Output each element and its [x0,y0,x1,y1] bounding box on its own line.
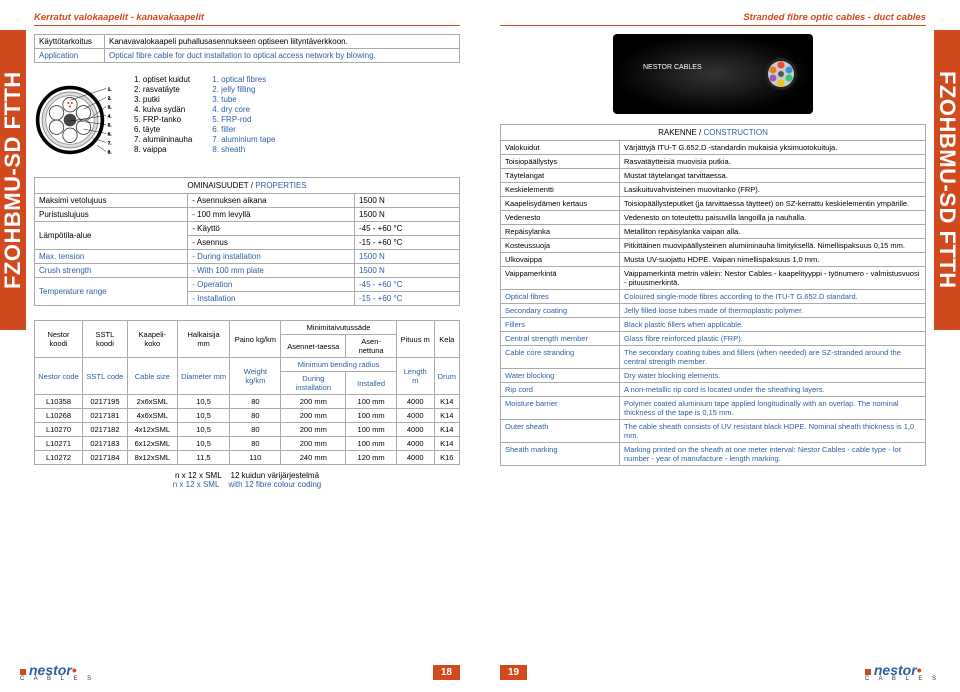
table-row: L1026802171814x6xSML10,580200 mm100 mm40… [35,409,460,423]
table-row: L1035802171952x6xSML10,580200 mm100 mm40… [35,395,460,409]
cable-photo: NESTOR CABLES [613,34,813,114]
table-row: Outer sheathThe cable sheath consists of… [501,420,926,443]
table-row: Secondary coatingJelly filled loose tube… [501,304,926,318]
table-row: L1027202171848x12xSML11,5110240 mm120 mm… [35,451,460,465]
header-left: Kerratut valokaapelit - kanavakaapelit [34,12,460,23]
table-row: Cable core strandingThe secondary coatin… [501,346,926,369]
construction-table: ValokuidutVärjättyjä ITU-T G.652.D -stan… [500,140,926,466]
table-row: KosteussuojaPitkittäinen muovipäällystei… [501,239,926,253]
table-row: ValokuidutVärjättyjä ITU-T G.652.D -stan… [501,141,926,155]
photo-text: NESTOR CABLES [643,64,702,71]
app-en-text: Optical fibre cable for duct installatio… [105,49,460,63]
legend-en: 1. optical fibres 2. jelly filling 3. tu… [212,75,275,154]
application-table: Käyttötarkoitus Kanavavalokaapeli puhall… [34,34,460,63]
left-page: FZOHBMU-SD FTTH Kerratut valokaapelit - … [0,0,480,692]
table-row: Central strength memberGlass fibre reinf… [501,332,926,346]
side-tab-left: FZOHBMU-SD FTTH [0,30,26,330]
divider [34,25,460,26]
svg-text:3.: 3. [108,104,112,109]
svg-text:8.: 8. [108,149,112,154]
table-row: L1027002171824x12xSML10,580200 mm100 mm4… [35,423,460,437]
svg-text:2.: 2. [108,95,112,100]
table-row: Optical fibresColoured single-mode fibre… [501,290,926,304]
table-row: Kaapelisydämen kertausToisiopäällysteput… [501,197,926,211]
table-row: Sheath markingMarking printed on the she… [501,443,926,466]
table-row: FillersBlack plastic fillers when applic… [501,318,926,332]
app-fi-text: Kanavavalokaapeli puhallusasennukseen op… [105,35,460,49]
legend-fi: 1. optiset kuidut 2. rasvatäyte 3. putki… [134,75,192,154]
divider [500,25,926,26]
footer-right: nestor• C A B L E S 19 [500,662,940,682]
table-row: UlkovaippaMusta UV-suojattu HDPE. Vaipan… [501,253,926,267]
page-num-right: 19 [500,665,527,680]
app-en-label: Application [35,49,105,63]
footnote: n x 12 x SML 12 kuidun värijärjestelmä n… [34,471,460,489]
construction-title: RAKENNE / CONSTRUCTION [500,124,926,140]
logo: nestor• C A B L E S [865,662,940,682]
cable-diagram: 1. 2. 3. 4. 5. 6. 7. 8. [34,75,124,165]
logo: nestor• C A B L E S [20,662,95,682]
table-row: RepäisylankaMetalliton repäisylanka vaip… [501,225,926,239]
app-fi-label: Käyttötarkoitus [35,35,105,49]
properties-table: Maksimi vetolujuus- Asennuksen aikana150… [34,193,460,306]
legend: 1. optiset kuidut 2. rasvatäyte 3. putki… [134,75,275,165]
table-row: Moisture barrierPolymer coated aluminium… [501,397,926,420]
footer-left: nestor• C A B L E S 18 [20,662,460,682]
side-tab-right: FZOHBMU-SD FTTH [934,30,960,330]
svg-text:1.: 1. [108,86,112,91]
table-row: Water blockingDry water blocking element… [501,369,926,383]
header-right: Stranded fibre optic cables - duct cable… [500,12,926,23]
right-page: FZOHBMU-SD FTTH Stranded fibre optic cab… [480,0,960,692]
table-row: VaippamerkintäVaippamerkintä metrin väle… [501,267,926,290]
table-row: VedenestoVedenesto on toteutettu paisuvi… [501,211,926,225]
table-row: TäytelangatMustat täytelangat tarvittaes… [501,169,926,183]
page-num-left: 18 [433,665,460,680]
diagram-row: 1. 2. 3. 4. 5. 6. 7. 8. 1. optiset kuidu… [34,75,460,165]
table-row: ToisiopäällystysRasvatäytteisiä muovisia… [501,155,926,169]
svg-text:7.: 7. [108,140,112,145]
table-row: L1027102171836x12xSML10,580200 mm100 mm4… [35,437,460,451]
product-table: Nestor koodi SSTL koodi Kaapeli-koko Hal… [34,320,460,465]
svg-text:4.: 4. [108,113,112,118]
properties-title: OMINAISUUDET / PROPERTIES [34,177,460,193]
svg-text:6.: 6. [108,131,112,136]
svg-text:5.: 5. [108,122,112,127]
table-row: Rip cordA non-metallic rip cord is locat… [501,383,926,397]
table-row: KeskielementtiLasikuituvahvisteinen muov… [501,183,926,197]
